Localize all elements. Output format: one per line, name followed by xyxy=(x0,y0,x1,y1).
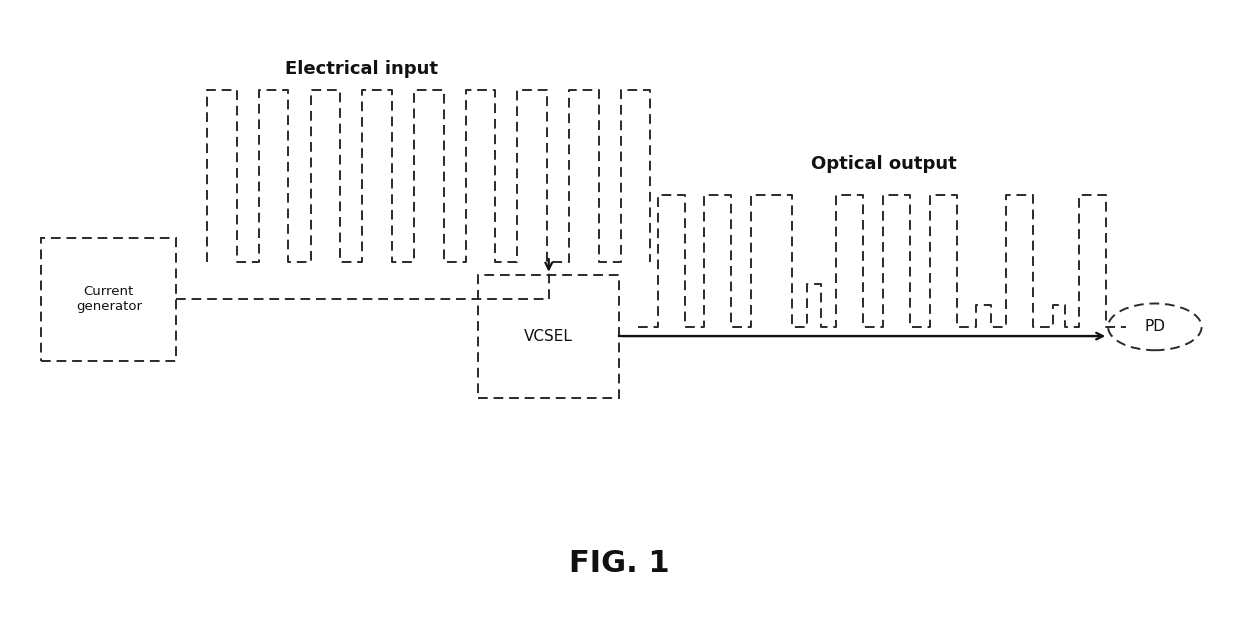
Text: Electrical input: Electrical input xyxy=(285,60,437,78)
Text: VCSEL: VCSEL xyxy=(524,328,574,344)
Text: FIG. 1: FIG. 1 xyxy=(569,549,670,578)
Text: Current
generator: Current generator xyxy=(76,285,141,313)
Text: Optical output: Optical output xyxy=(812,155,957,173)
Text: PD: PD xyxy=(1145,320,1166,335)
